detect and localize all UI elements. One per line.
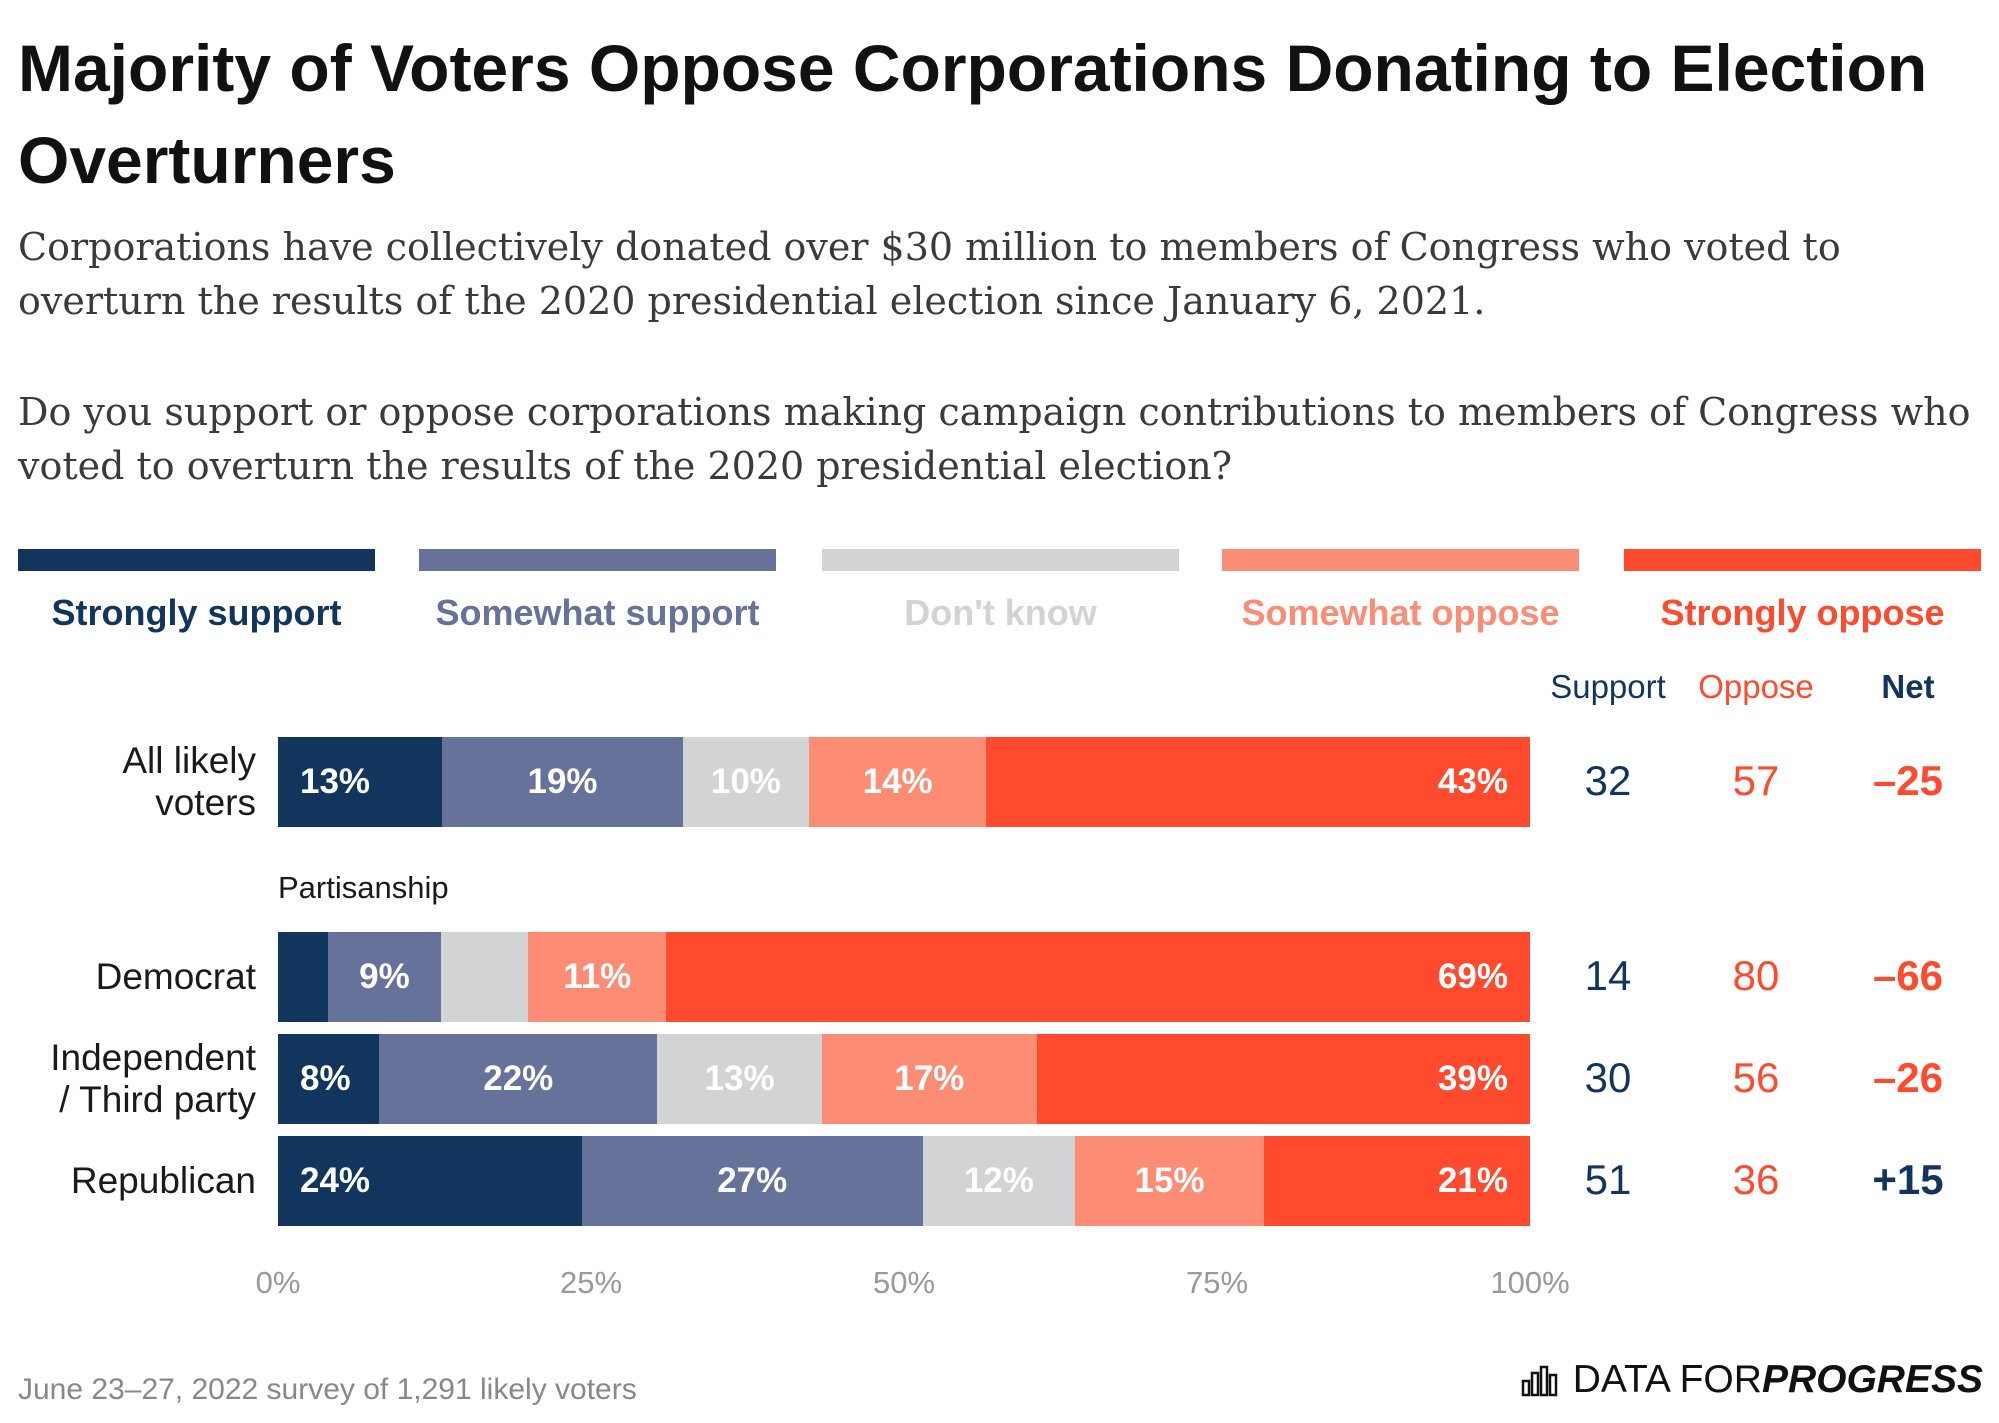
- row-label: Independent / Third party: [50, 1037, 256, 1120]
- bar-segment-strongly-oppose: 21%: [1264, 1136, 1530, 1226]
- support-value: 51: [1584, 1156, 1632, 1203]
- bar-segment-somewhat-oppose: 11%: [528, 932, 667, 1022]
- x-tick-label: 100%: [1490, 1265, 1570, 1300]
- legend-swatch: [1624, 549, 1981, 571]
- data-label: 22%: [483, 1059, 554, 1098]
- data-label: 8%: [300, 1059, 351, 1098]
- row-label: Republican: [70, 1160, 256, 1201]
- bar-segment-don-t-know: 13%: [657, 1034, 822, 1124]
- x-tick-label: 25%: [559, 1265, 623, 1300]
- data-label: 11%: [563, 957, 632, 996]
- bar-segment-somewhat-oppose: 17%: [821, 1034, 1037, 1124]
- data-label: 43%: [1437, 762, 1508, 801]
- data-label: 69%: [1437, 957, 1508, 996]
- legend-item-strongly-oppose: Strongly oppose: [1624, 549, 1981, 633]
- chart-subtitle: Corporations have collectively donated o…: [18, 225, 1841, 323]
- data-label: 9%: [359, 957, 410, 996]
- legend-label: Strongly oppose: [1660, 592, 1945, 633]
- data-label: 24%: [300, 1161, 371, 1200]
- bar-segment-strongly-support: 24%: [278, 1136, 582, 1226]
- bar-segment-strongly-support: 13%: [278, 737, 443, 827]
- legend-item-dont-know: Don't know: [822, 549, 1179, 633]
- data-label: 13%: [300, 762, 371, 801]
- legend-label: Strongly support: [51, 592, 342, 633]
- bar-chart-icon: [1521, 1365, 1557, 1397]
- section-label-partisanship: Partisanship: [278, 870, 449, 905]
- survey-question: Do you support or oppose corporations ma…: [18, 390, 1971, 488]
- bar-segment-somewhat-oppose: 15%: [1074, 1136, 1265, 1226]
- oppose-value: 57: [1732, 757, 1780, 804]
- brand-bold: PROGRESS: [1761, 1358, 1983, 1401]
- data-label: 21%: [1437, 1161, 1508, 1200]
- data-label: 12%: [963, 1161, 1034, 1200]
- bar-segment-strongly-support: 8%: [278, 1034, 380, 1124]
- legend-swatch: [822, 549, 1179, 571]
- bar-segment-strongly-oppose: 43%: [986, 737, 1530, 827]
- legend-swatch: [1222, 549, 1579, 571]
- data-label: 14%: [862, 762, 933, 801]
- data-label: 27%: [717, 1161, 788, 1200]
- support-value: 32: [1584, 757, 1632, 804]
- footnote: June 23–27, 2022 survey of 1,291 likely …: [18, 1373, 637, 1406]
- oppose-value: 56: [1732, 1054, 1780, 1101]
- x-tick-label: 0%: [255, 1265, 301, 1300]
- brand-prefix: DATA FOR: [1572, 1358, 1762, 1401]
- x-tick-label: 50%: [872, 1265, 936, 1300]
- row-label: All likely voters: [122, 740, 256, 823]
- row-label: Democrat: [95, 956, 256, 997]
- bar-segment-don-t-know: 10%: [682, 737, 810, 827]
- data-label: 13%: [704, 1059, 775, 1098]
- legend-label: Somewhat support: [435, 592, 760, 633]
- legend-item-strongly-support: Strongly support: [18, 549, 375, 633]
- bar-segment-strongly-oppose: 69%: [666, 932, 1530, 1022]
- data-label: 17%: [894, 1059, 965, 1098]
- support-value: 30: [1584, 1054, 1632, 1101]
- legend-label: Don't know: [904, 592, 1097, 633]
- bar-segment-somewhat-support: 27%: [581, 1136, 923, 1226]
- bar-segment-somewhat-oppose: 14%: [809, 737, 987, 827]
- net-value: –25: [1872, 757, 1944, 804]
- legend-label: Somewhat oppose: [1241, 592, 1560, 633]
- bar-segment-somewhat-support: 19%: [442, 737, 683, 827]
- net-value: –66: [1872, 952, 1944, 999]
- bar-segment-don-t-know: [440, 932, 529, 1022]
- bar-segment-strongly-oppose: 39%: [1036, 1034, 1530, 1124]
- legend-swatch: [18, 549, 375, 571]
- support-value: 14: [1584, 952, 1632, 999]
- net-value: +15: [1872, 1156, 1944, 1203]
- data-label: 10%: [710, 762, 781, 801]
- column-header-support: Support: [1550, 668, 1666, 705]
- brand-logo: DATA FOR PROGRESS: [1521, 1358, 1983, 1402]
- net-value: –26: [1872, 1054, 1944, 1101]
- chart-title: Majority of Voters Oppose Corporations D…: [18, 31, 1928, 197]
- column-header-oppose: Oppose: [1698, 668, 1814, 705]
- data-label: 19%: [527, 762, 598, 801]
- legend-swatch: [419, 549, 776, 571]
- bar-segment-somewhat-support: 9%: [328, 932, 441, 1022]
- column-header-net: Net: [1881, 668, 1935, 705]
- data-label: 15%: [1134, 1161, 1205, 1200]
- legend-item-somewhat-oppose: Somewhat oppose: [1222, 549, 1579, 633]
- oppose-value: 36: [1732, 1156, 1780, 1203]
- data-label: 39%: [1437, 1059, 1508, 1098]
- bar-segment-somewhat-support: 22%: [379, 1034, 658, 1124]
- bar-segment-don-t-know: 12%: [922, 1136, 1075, 1226]
- legend-item-somewhat-support: Somewhat support: [419, 549, 776, 633]
- bar-segment-strongly-support: [278, 932, 329, 1022]
- x-tick-label: 75%: [1185, 1265, 1249, 1300]
- oppose-value: 80: [1732, 952, 1780, 999]
